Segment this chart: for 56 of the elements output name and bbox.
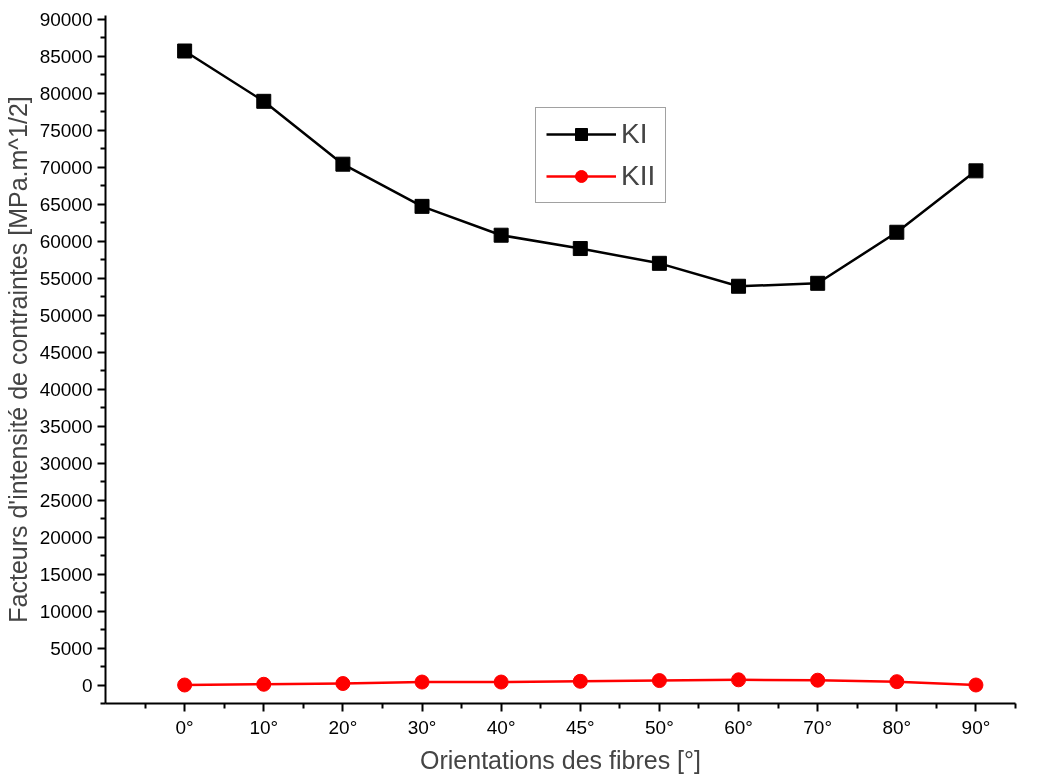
x-tick-label: 50° <box>645 716 674 738</box>
x-tick-label: 60° <box>724 716 753 738</box>
point <box>968 677 984 693</box>
y-tick-label: 65000 <box>39 193 93 215</box>
point <box>651 673 667 689</box>
y-tick-label: 55000 <box>39 267 93 289</box>
y-tick-label: 20000 <box>39 526 93 548</box>
y-tick-label: 80000 <box>39 82 93 104</box>
x-tick-label: 20° <box>328 716 358 738</box>
y-tick-label: 85000 <box>39 45 93 67</box>
y-tick-label: 15000 <box>39 563 93 585</box>
x-tick-label: 10° <box>249 716 279 738</box>
point <box>493 227 509 243</box>
point <box>493 674 509 690</box>
y-tick-label: 30000 <box>39 452 93 474</box>
legend-label: KI <box>621 118 648 150</box>
point <box>731 278 747 294</box>
y-tick-label: 35000 <box>39 415 93 437</box>
point <box>810 672 826 688</box>
y-axis-title: Facteurs d'intensité de contraintes [MPa.m^1/2] <box>3 96 32 623</box>
y-tick-label: 10000 <box>39 600 93 622</box>
point <box>651 255 667 271</box>
y-tick-label: 45000 <box>39 341 93 363</box>
x-tick-label: 30° <box>407 716 437 738</box>
y-tick-label: 70000 <box>39 156 93 178</box>
point <box>810 275 826 291</box>
x-tick-label: 90° <box>961 716 991 738</box>
point <box>414 198 430 214</box>
y-tick-label: 5000 <box>50 637 93 659</box>
x-axis-title: Orientations des fibres [°] <box>420 745 701 774</box>
y-tick-label: 90000 <box>39 8 93 30</box>
x-tick-label: 45° <box>565 716 595 738</box>
y-tick-label: 25000 <box>39 489 93 511</box>
point <box>256 676 272 692</box>
y-tick-label: 50000 <box>39 304 93 326</box>
y-tick-label: 60000 <box>39 230 93 252</box>
x-tick-label: 70° <box>803 716 833 738</box>
y-tick-label: 0 <box>81 674 93 696</box>
point <box>731 672 747 688</box>
point <box>414 674 430 690</box>
point <box>177 677 193 693</box>
x-tick-label: 40° <box>486 716 516 738</box>
point <box>968 163 984 179</box>
point <box>335 156 351 172</box>
point <box>335 676 351 692</box>
x-tick-label: 0° <box>175 716 194 738</box>
point <box>256 93 272 109</box>
point <box>572 241 588 257</box>
point <box>889 224 905 240</box>
point <box>889 674 905 690</box>
point <box>177 43 193 59</box>
x-tick-label: 80° <box>882 716 912 738</box>
y-tick-label: 40000 <box>39 378 93 400</box>
point <box>572 673 588 689</box>
legend-label: KII <box>621 160 656 192</box>
y-tick-label: 75000 <box>39 119 93 141</box>
